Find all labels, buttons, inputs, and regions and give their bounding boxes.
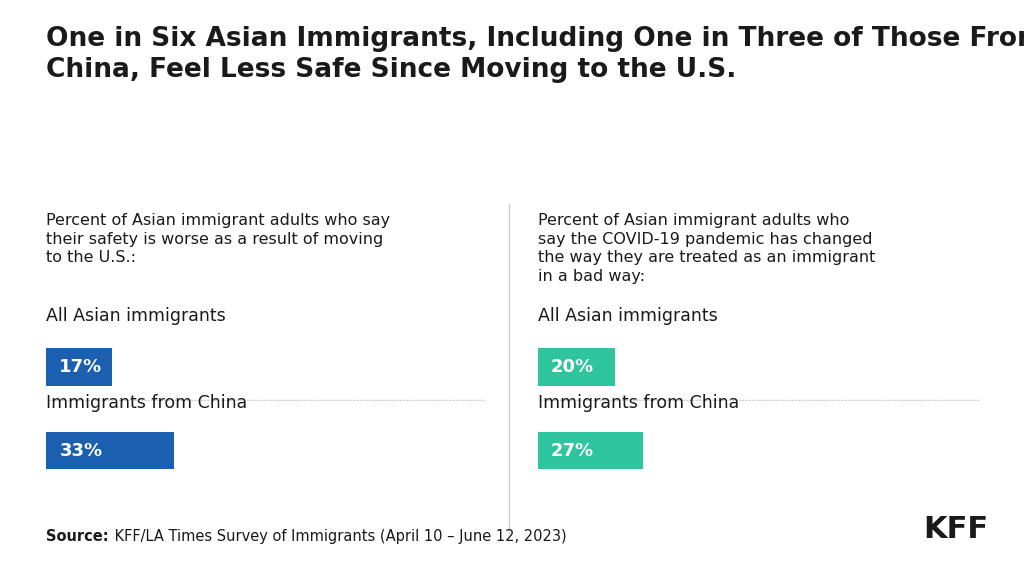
Text: Percent of Asian immigrant adults who say
their safety is worse as a result of m: Percent of Asian immigrant adults who sa… [46,213,390,266]
Text: 27%: 27% [551,442,594,460]
FancyBboxPatch shape [46,432,174,469]
FancyBboxPatch shape [538,432,643,469]
Text: KFF/LA Times Survey of Immigrants (April 10 – June 12, 2023): KFF/LA Times Survey of Immigrants (April… [110,529,566,544]
Text: One in Six Asian Immigrants, Including One in Three of Those From
China, Feel Le: One in Six Asian Immigrants, Including O… [46,26,1024,83]
Text: 20%: 20% [551,358,594,376]
Text: 33%: 33% [59,442,102,460]
Text: KFF: KFF [923,516,988,544]
Text: Percent of Asian immigrant adults who
say the COVID-19 pandemic has changed
the : Percent of Asian immigrant adults who sa… [538,213,874,284]
Text: All Asian immigrants: All Asian immigrants [46,308,226,325]
Text: 17%: 17% [59,358,102,376]
Text: Source:: Source: [46,529,109,544]
Text: Immigrants from China: Immigrants from China [538,394,739,412]
Text: Immigrants from China: Immigrants from China [46,394,248,412]
Text: All Asian immigrants: All Asian immigrants [538,308,718,325]
FancyBboxPatch shape [46,348,113,386]
FancyBboxPatch shape [538,348,615,386]
